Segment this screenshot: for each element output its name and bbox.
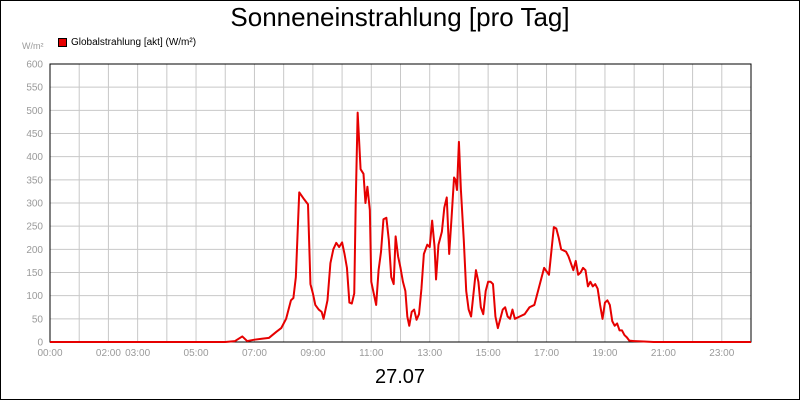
y-tick-label: 550 bbox=[26, 83, 43, 94]
x-tick-label: 07:00 bbox=[242, 348, 267, 359]
series-line bbox=[50, 111, 751, 343]
y-tick-label: 100 bbox=[26, 291, 43, 302]
x-tick-label: 03:00 bbox=[125, 348, 150, 359]
y-tick-label: 400 bbox=[26, 152, 43, 163]
x-tick-label: 11:00 bbox=[359, 348, 384, 359]
x-tick-label: 02:00 bbox=[96, 348, 121, 359]
x-axis-date-label: 27.07 bbox=[374, 366, 426, 388]
x-tick-label: 13:00 bbox=[417, 348, 442, 359]
y-tick-label: 500 bbox=[26, 106, 43, 117]
x-tick-label: 15:00 bbox=[476, 348, 501, 359]
x-tick-label: 21:00 bbox=[651, 348, 676, 359]
y-tick-label: 150 bbox=[26, 268, 43, 279]
legend-label: Globalstrahlung [akt] (W/m²) bbox=[71, 37, 197, 48]
chart-legend: Globalstrahlung [akt] (W/m²) bbox=[58, 37, 196, 48]
y-tick-label: 250 bbox=[26, 222, 43, 233]
y-tick-label: 50 bbox=[32, 314, 44, 325]
y-tick-label: 200 bbox=[26, 245, 43, 256]
x-tick-label: 17:00 bbox=[534, 348, 559, 359]
x-tick-label: 05:00 bbox=[184, 348, 209, 359]
chart-title: Sonneneinstrahlung [pro Tag] bbox=[230, 2, 570, 32]
plot-border bbox=[49, 63, 752, 343]
y-axis-unit-label: W/m² bbox=[22, 41, 44, 51]
x-tick-label: 23:00 bbox=[709, 348, 734, 359]
x-tick-label: 09:00 bbox=[300, 348, 325, 359]
y-tick-label: 300 bbox=[26, 199, 43, 210]
y-tick-label: 0 bbox=[37, 338, 43, 349]
y-tick-label: 600 bbox=[26, 60, 43, 71]
x-tick-label: 19:00 bbox=[592, 348, 617, 359]
y-tick-label: 350 bbox=[26, 175, 43, 186]
legend-swatch bbox=[58, 38, 67, 47]
y-tick-label: 450 bbox=[26, 129, 43, 140]
x-tick-label: 00:00 bbox=[37, 348, 62, 359]
